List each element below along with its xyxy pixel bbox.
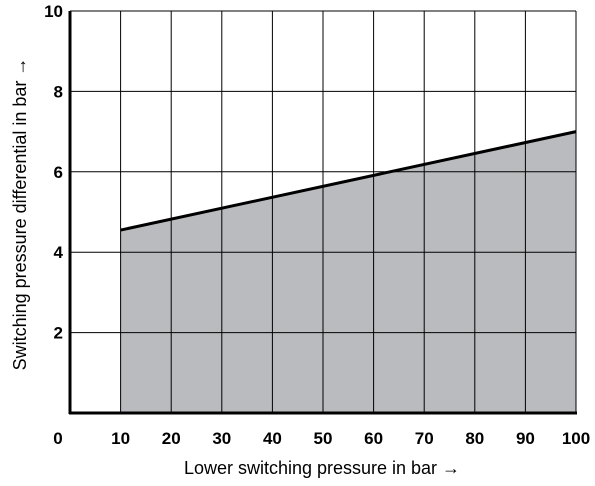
x-tick-label: 0 bbox=[53, 429, 62, 448]
grid-layer bbox=[70, 11, 576, 413]
x-tick-label: 50 bbox=[314, 429, 333, 448]
x-tick-label: 20 bbox=[162, 429, 181, 448]
x-tick-labels: 0 10 20 30 40 50 60 70 80 90 100 bbox=[53, 429, 590, 448]
y-tick-labels: 2 4 6 8 10 bbox=[44, 2, 63, 343]
y-tick-label: 6 bbox=[54, 163, 63, 182]
series-line bbox=[120, 130, 577, 232]
axis-layer bbox=[68, 10, 577, 415]
x-tick-label: 10 bbox=[111, 429, 130, 448]
y-tick-label: 4 bbox=[54, 243, 64, 262]
shaded-area bbox=[120, 131, 576, 413]
x-axis-label: Lower switching pressure in bar → bbox=[184, 458, 460, 478]
x-tick-label: 90 bbox=[516, 429, 535, 448]
x-tick-label: 100 bbox=[562, 429, 590, 448]
x-tick-label: 80 bbox=[465, 429, 484, 448]
x-tick-label: 70 bbox=[415, 429, 434, 448]
y-tick-label: 2 bbox=[54, 324, 63, 343]
y-axis-label: Switching pressure differential in bar → bbox=[10, 58, 30, 371]
x-tick-label: 60 bbox=[364, 429, 383, 448]
x-tick-label: 30 bbox=[212, 429, 231, 448]
y-tick-label: 8 bbox=[54, 82, 63, 101]
shaded-area-layer bbox=[120, 131, 576, 413]
series-line-layer bbox=[120, 130, 577, 232]
y-tick-label: 10 bbox=[44, 2, 63, 21]
x-tick-label: 40 bbox=[263, 429, 282, 448]
